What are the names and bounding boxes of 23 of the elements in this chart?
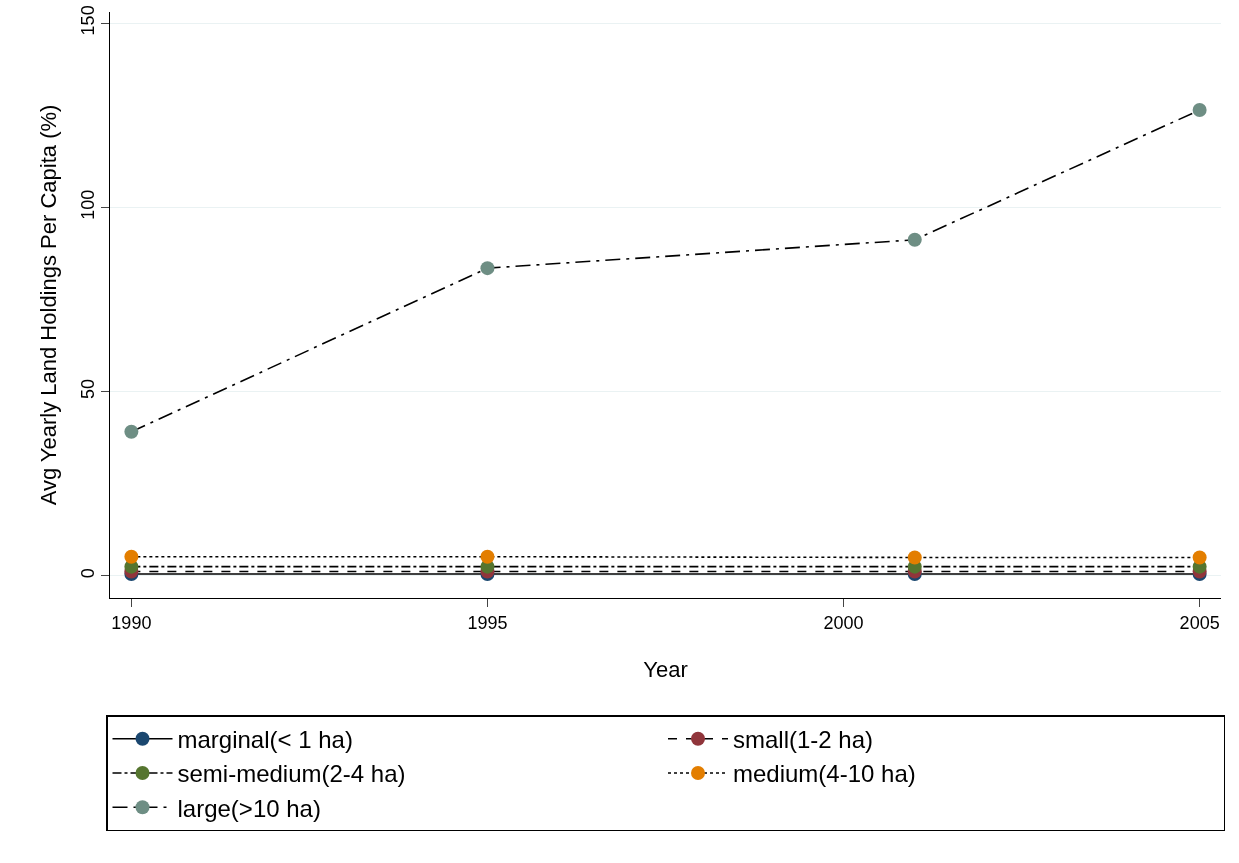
point	[907, 232, 922, 247]
x-tick-label: 1990	[111, 612, 152, 633]
point	[1192, 103, 1207, 118]
y-axis-title: Avg Yearly Land Holdings Per Capita (%)	[36, 104, 61, 506]
y-tick-label: 50	[77, 378, 98, 399]
legend-label: semi-medium(2-4 ha)	[177, 760, 406, 788]
y-tick-label: 150	[77, 5, 98, 36]
x-tick-label: 2005	[1179, 612, 1220, 633]
legend-label: small(1-2 ha)	[733, 726, 874, 754]
x-tick-label: 2000	[823, 612, 864, 633]
x-tick-label: 1995	[467, 612, 508, 633]
legend-label: medium(4-10 ha)	[733, 760, 916, 788]
y-tick-label: 100	[77, 189, 98, 220]
y-tick-label: 0	[77, 568, 98, 579]
legend-label: marginal(< 1 ha)	[177, 726, 353, 754]
point	[480, 261, 495, 276]
point	[1192, 550, 1207, 565]
point	[124, 549, 139, 564]
x-axis-title: Year	[643, 657, 688, 683]
legend-label: large(>10 ha)	[177, 794, 321, 822]
point	[480, 549, 495, 564]
point	[907, 550, 922, 565]
point	[124, 424, 139, 439]
